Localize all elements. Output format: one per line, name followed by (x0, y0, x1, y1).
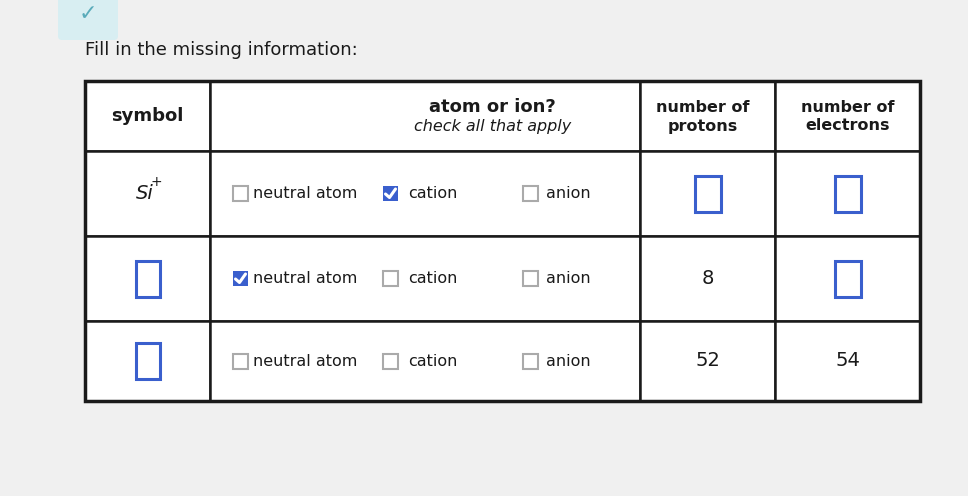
Text: neutral atom: neutral atom (253, 271, 357, 286)
Bar (136, 343, 160, 379)
Bar (640, 236, 775, 321)
Bar (694, 176, 720, 211)
Text: anion: anion (546, 354, 590, 369)
Bar (85, 236, 210, 321)
Text: cation: cation (408, 186, 458, 201)
Bar (85, 81, 210, 151)
Text: anion: anion (546, 186, 590, 201)
Text: Fill in the missing information:: Fill in the missing information: (85, 41, 358, 59)
Bar (85, 81, 920, 401)
Bar (210, 151, 640, 236)
Text: cation: cation (408, 271, 458, 286)
Text: 52: 52 (695, 352, 720, 371)
Text: check all that apply: check all that apply (414, 119, 571, 133)
Bar (136, 260, 160, 297)
Bar (640, 151, 775, 236)
Text: Si: Si (136, 184, 153, 203)
Bar (232, 186, 248, 201)
Text: ✓: ✓ (78, 4, 98, 24)
Bar (382, 186, 398, 201)
Text: cation: cation (408, 354, 458, 369)
Bar (523, 354, 537, 369)
Bar (834, 176, 861, 211)
Text: 54: 54 (835, 352, 860, 371)
Bar (775, 321, 920, 401)
Bar (775, 236, 920, 321)
Text: +: + (151, 176, 163, 189)
Bar (382, 271, 398, 286)
Bar (85, 321, 210, 401)
Bar (382, 354, 398, 369)
FancyBboxPatch shape (58, 0, 118, 40)
Text: number of: number of (801, 100, 894, 115)
Bar (232, 354, 248, 369)
Bar (834, 260, 861, 297)
Text: symbol: symbol (111, 107, 184, 125)
Bar (523, 186, 537, 201)
Text: atom or ion?: atom or ion? (429, 98, 556, 116)
Text: anion: anion (546, 271, 590, 286)
Text: neutral atom: neutral atom (253, 354, 357, 369)
Text: 8: 8 (701, 269, 713, 288)
Text: number of: number of (655, 100, 749, 115)
Bar (85, 151, 210, 236)
Bar (640, 321, 775, 401)
Bar (210, 236, 640, 321)
Bar (210, 81, 640, 151)
Bar (640, 81, 775, 151)
Bar (775, 151, 920, 236)
Text: electrons: electrons (805, 119, 890, 133)
Bar (210, 321, 640, 401)
Text: neutral atom: neutral atom (253, 186, 357, 201)
Text: protons: protons (667, 119, 738, 133)
Bar (232, 271, 248, 286)
Bar (523, 271, 537, 286)
Bar (775, 81, 920, 151)
